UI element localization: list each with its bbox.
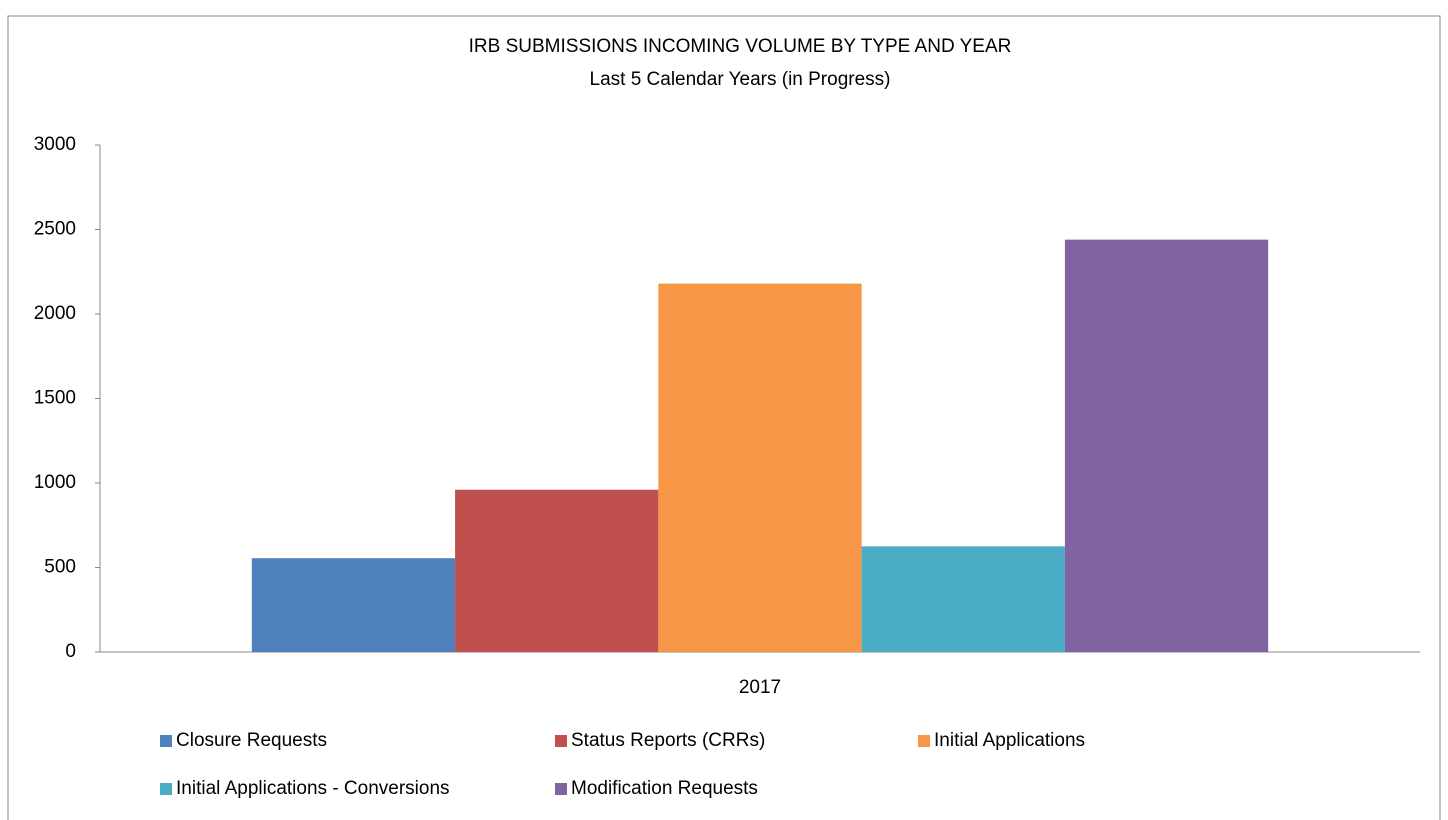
y-tick-label: 0 [65, 641, 76, 662]
legend-swatch [160, 783, 172, 795]
bar [861, 546, 1065, 652]
legend-swatch [918, 735, 930, 747]
y-tick-label: 1500 [34, 388, 76, 409]
y-tick-label: 2500 [34, 219, 76, 240]
bar [1064, 239, 1269, 652]
chart-title: IRB SUBMISSIONS INCOMING VOLUME BY TYPE … [469, 36, 1012, 57]
y-tick-label: 2000 [34, 303, 76, 324]
legend-label: Initial Applications [934, 730, 1085, 751]
legend-swatch [555, 735, 567, 747]
chart-subtitle: Last 5 Calendar Years (in Progress) [590, 69, 891, 90]
legend-label: Initial Applications - Conversions [176, 778, 450, 799]
legend-swatch [555, 783, 567, 795]
legend-label: Status Reports (CRRs) [571, 730, 765, 751]
bar [455, 489, 659, 652]
y-tick-label: 1000 [34, 472, 76, 493]
legend-label: Closure Requests [176, 730, 327, 751]
legend-label: Modification Requests [571, 778, 758, 799]
y-tick-label: 3000 [34, 134, 76, 155]
bar [251, 558, 456, 652]
legend-swatch [160, 735, 172, 747]
x-tick-label: 2017 [739, 677, 781, 698]
y-tick-label: 500 [44, 557, 76, 578]
bar [658, 283, 862, 652]
